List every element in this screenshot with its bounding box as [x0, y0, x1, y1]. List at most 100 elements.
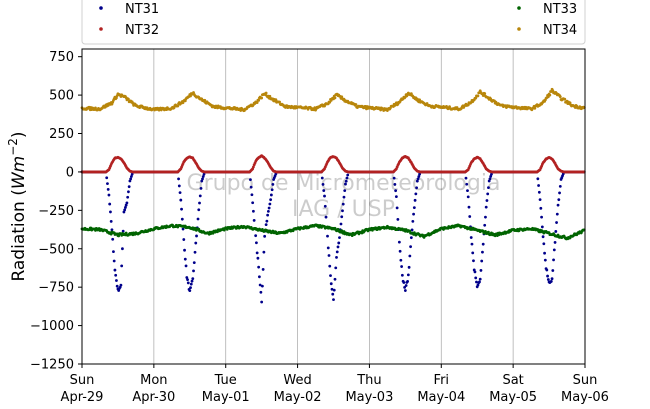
data-point [127, 97, 130, 101]
data-point [490, 172, 493, 176]
data-point [115, 96, 118, 100]
data-point [177, 177, 180, 181]
x-tick-day: Sat [502, 373, 523, 388]
data-point [127, 190, 130, 194]
data-point [191, 277, 195, 281]
data-point [543, 258, 547, 262]
data-point [335, 255, 338, 259]
data-point [189, 286, 192, 289]
data-point [105, 176, 109, 180]
data-point [394, 195, 398, 199]
data-point [180, 207, 183, 211]
data-point [407, 265, 411, 269]
series-nt33 [80, 223, 586, 241]
x-axis: Sun Apr-29 Mon Apr-30 Tue May-01 Wed May-02 Thu M… [61, 364, 609, 405]
data-point [327, 254, 331, 257]
data-point [555, 221, 558, 224]
data-point [260, 300, 264, 304]
data-point [126, 195, 130, 199]
data-point [264, 91, 268, 95]
data-point [466, 189, 469, 193]
data-point [558, 95, 562, 99]
series-nt32 [80, 154, 586, 174]
data-point [181, 227, 185, 231]
data-point [537, 184, 540, 187]
data-point [183, 248, 186, 252]
data-point [332, 298, 335, 302]
y-tick-label: 750 [49, 50, 74, 65]
data-point [549, 279, 553, 283]
data-point [542, 242, 546, 246]
data-point [266, 213, 270, 217]
x-tick-day: Sun [573, 373, 598, 388]
x-tick-label: May-03 [345, 390, 393, 405]
data-point [249, 178, 252, 182]
data-point [473, 270, 477, 274]
data-point [112, 259, 116, 263]
x-tick-label: May-01 [202, 390, 250, 405]
data-point [465, 182, 469, 186]
data-point [474, 276, 478, 280]
data-point [412, 206, 416, 210]
data-point [328, 100, 332, 104]
data-point [340, 215, 344, 219]
legend-label: NT31 [125, 2, 159, 17]
data-point [394, 189, 398, 193]
data-point [193, 250, 197, 254]
data-point [177, 184, 181, 188]
data-point [186, 281, 190, 285]
data-point [106, 182, 109, 186]
data-point [172, 106, 176, 110]
data-point [396, 217, 400, 221]
data-point [478, 277, 482, 281]
data-point [558, 191, 561, 195]
data-point [539, 206, 543, 210]
x-tick-day: Sun [70, 373, 95, 388]
data-point [271, 182, 275, 186]
data-point [192, 261, 196, 264]
data-point [406, 279, 410, 283]
legend-marker [99, 6, 103, 10]
data-point [328, 264, 332, 268]
data-point [395, 206, 399, 210]
y-tick-label: −1000 [30, 319, 74, 334]
data-point [323, 204, 327, 208]
data-point [115, 279, 118, 282]
data-point [415, 186, 418, 190]
data-point [115, 284, 119, 288]
data-point [249, 185, 253, 189]
data-point [274, 98, 278, 101]
data-point [202, 172, 206, 176]
data-point [113, 268, 117, 272]
data-point [267, 206, 271, 210]
data-point [332, 288, 336, 292]
y-axis-label: Radiation (Wm−2) [6, 131, 29, 281]
data-point [536, 177, 540, 181]
data-point [120, 264, 124, 268]
watermark-line: Grupo de Micrometeorologia [187, 171, 501, 196]
data-point [117, 234, 121, 238]
data-point [335, 250, 339, 254]
x-tick-label: May-02 [274, 390, 322, 405]
data-point [476, 283, 480, 287]
data-point [397, 240, 401, 244]
data-point [269, 198, 273, 202]
data-point [557, 198, 561, 202]
data-point [471, 251, 475, 255]
data-point [195, 234, 198, 238]
data-point [326, 234, 329, 238]
data-point [409, 236, 413, 240]
data-point [270, 188, 274, 192]
data-point [543, 251, 546, 255]
data-point [329, 274, 332, 278]
data-point [257, 99, 261, 102]
data-point [489, 175, 493, 178]
data-point [130, 172, 134, 176]
data-point [178, 191, 182, 195]
data-point [117, 289, 121, 292]
data-point [546, 278, 550, 281]
data-point [392, 176, 396, 180]
data-point [540, 215, 543, 219]
data-point [554, 230, 558, 233]
data-point [402, 281, 406, 284]
